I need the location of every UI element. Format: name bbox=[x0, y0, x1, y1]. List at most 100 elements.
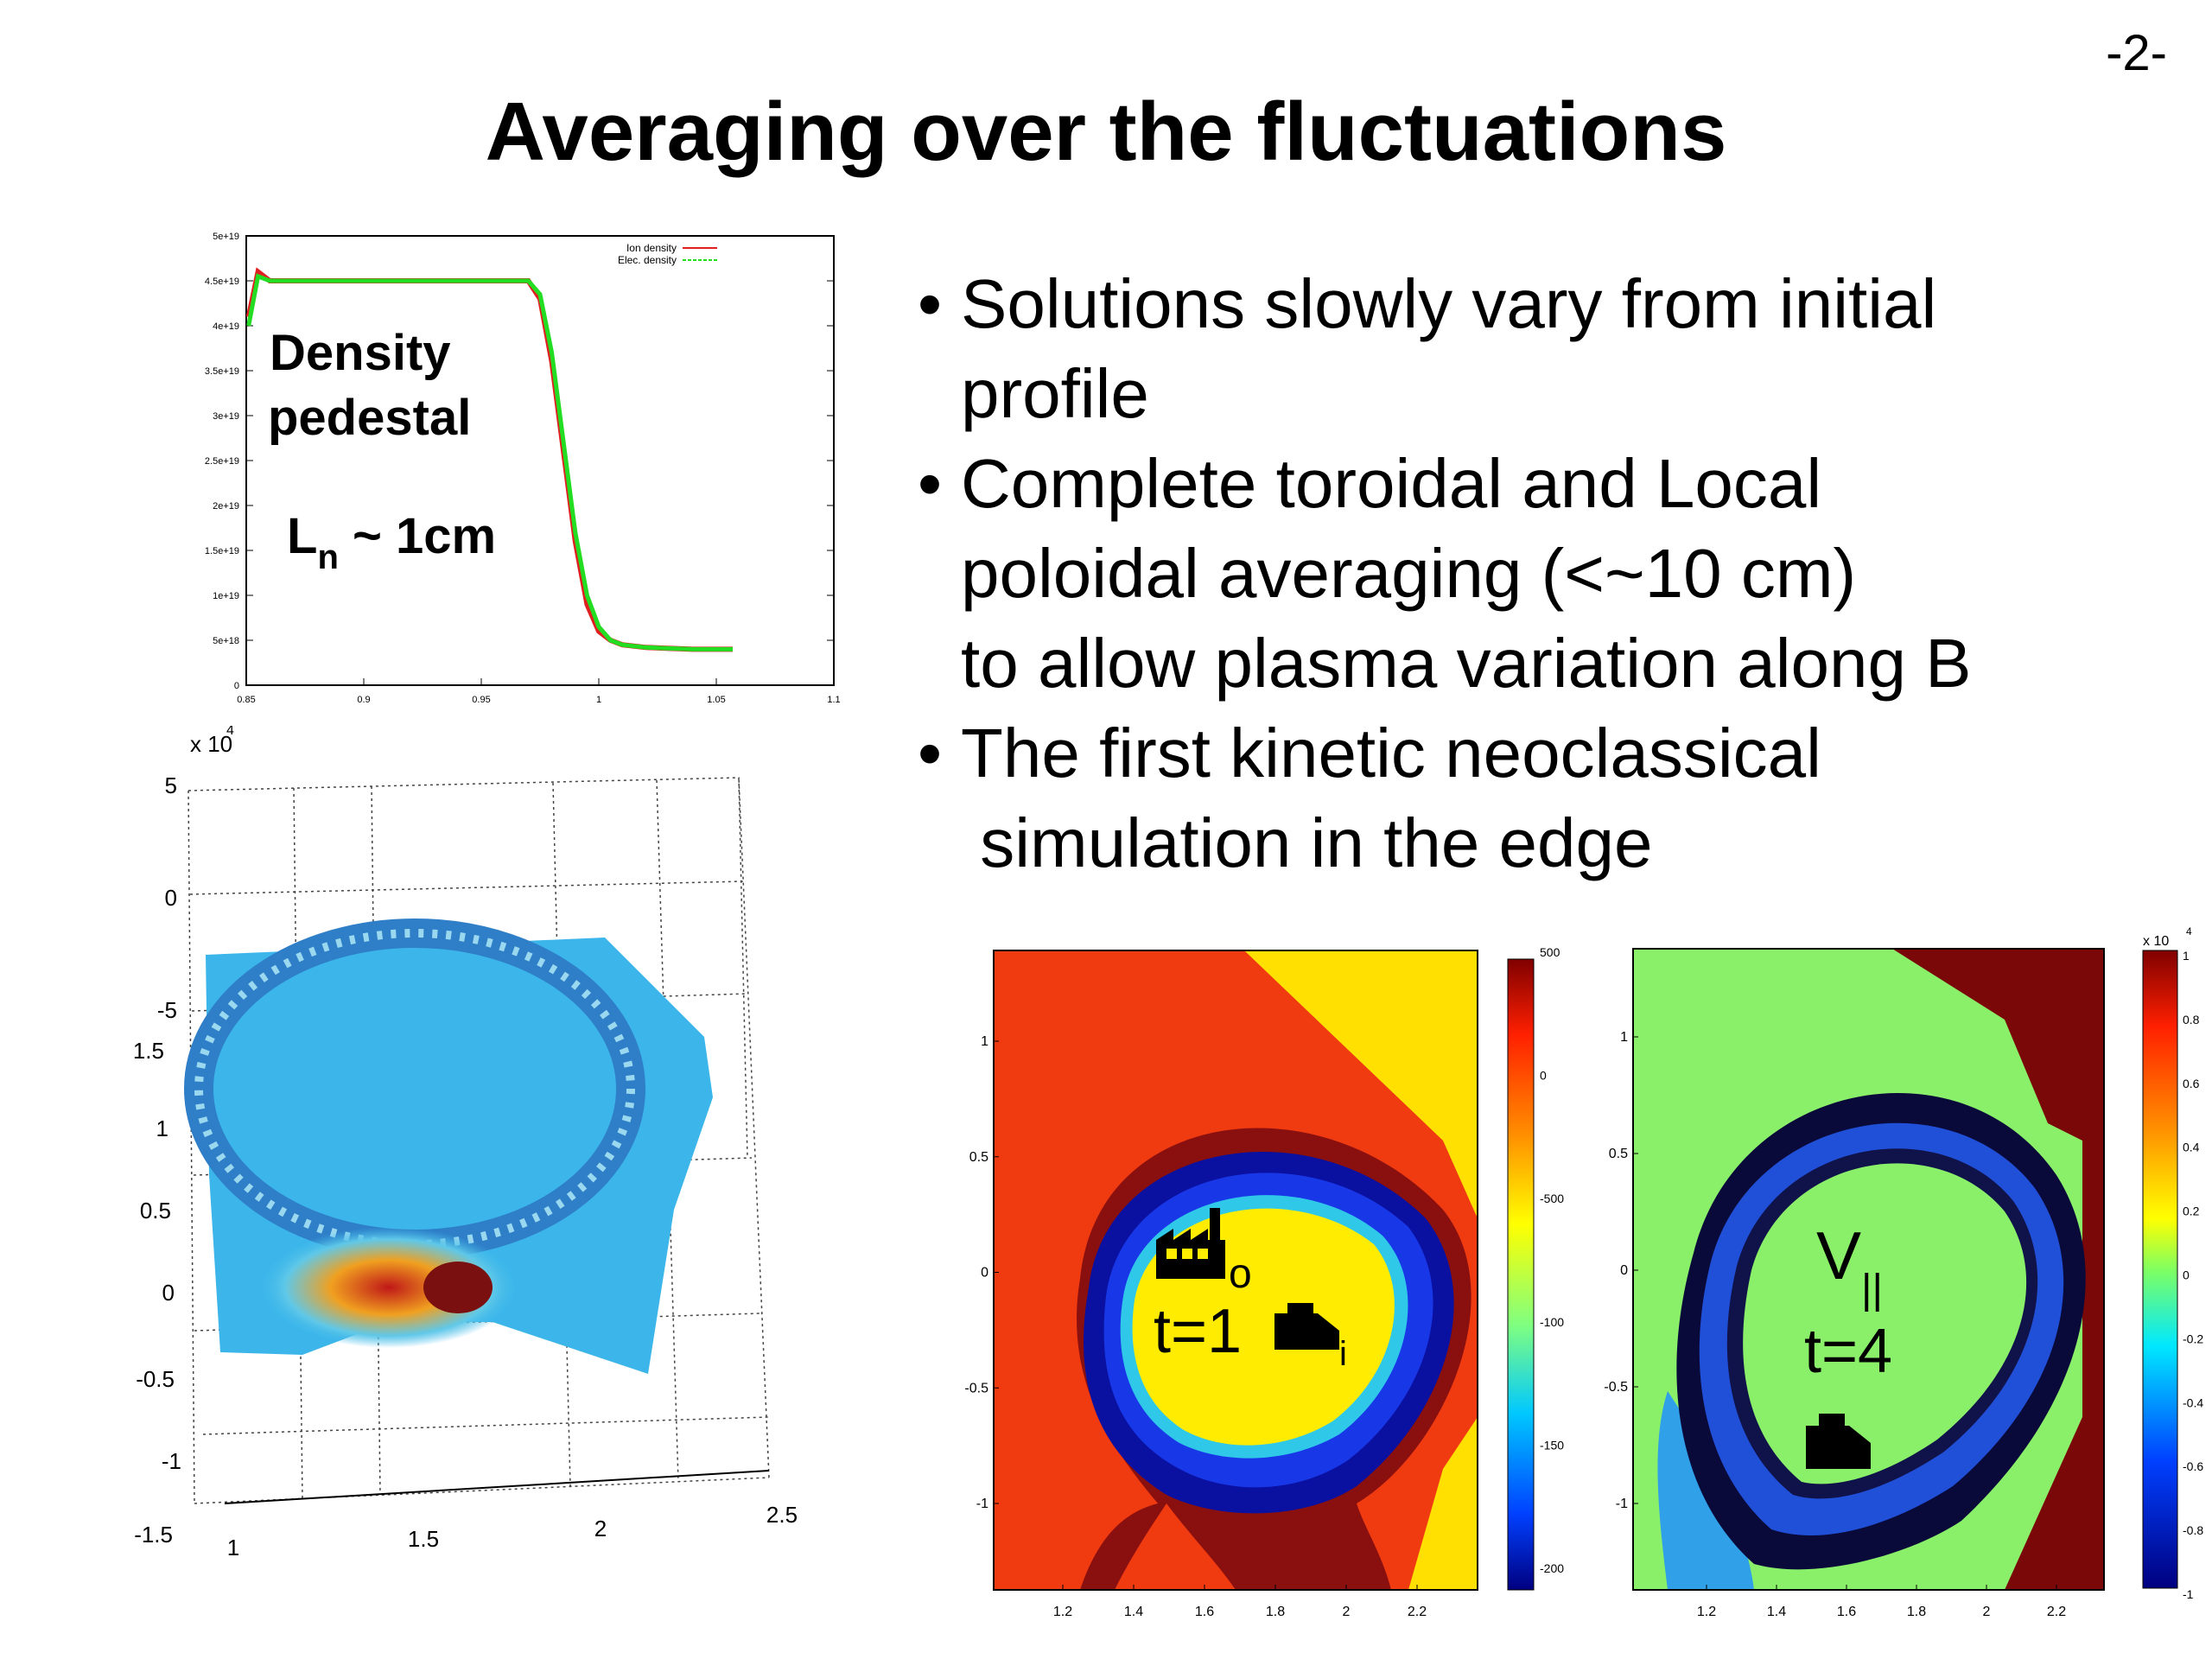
symbol-sub-i: i bbox=[1339, 1335, 1347, 1373]
page-number: -2- bbox=[2106, 25, 2167, 81]
contour_right-x-tick-label: 1.2 bbox=[1697, 1605, 1716, 1619]
contour_right-cbar-tick-label: 0.4 bbox=[2183, 1141, 2200, 1154]
contour_right-x-tick-label: 1.6 bbox=[1837, 1605, 1856, 1619]
contour-left-frame bbox=[993, 950, 1478, 1591]
surface-x-axis bbox=[224, 1470, 770, 1504]
density-y-tick-label: 1.5e+19 bbox=[205, 546, 239, 556]
contour_left-cbar-tick-label: 500 bbox=[1540, 945, 1560, 959]
bullet-dot: • bbox=[918, 445, 943, 522]
contour_left-x-tick-label: 1.4 bbox=[1124, 1605, 1143, 1619]
contour-left-cbar-ticks: 500 0 -500 -1000 -1500 -2000 bbox=[1540, 945, 1564, 1575]
contour_right-y-tick-label: 0.5 bbox=[1609, 1147, 1628, 1161]
bullet-1-line-1: Solutions slowly vary from initial bbox=[961, 265, 1937, 342]
bullet-dot: • bbox=[918, 715, 943, 791]
contour-right-x-ticks: 1.2 1.4 1.6 1.8 2 2.2 bbox=[1697, 1585, 2066, 1619]
ship-icon-left bbox=[1274, 1303, 1339, 1350]
bullet-list: • Solutions slowly vary from initial prof… bbox=[918, 259, 2179, 888]
contour_right-x-tick-label: 1.4 bbox=[1767, 1605, 1786, 1619]
contour_left-x-tick-label: 1.8 bbox=[1266, 1605, 1285, 1619]
surface-exponent-label: x 10 bbox=[190, 731, 232, 757]
bullet-2-line-1: Complete toroidal and Local bbox=[961, 445, 1822, 522]
cbar-exponent-label: x 10 bbox=[2143, 934, 2169, 949]
contour_right-x-tick-label: 2.2 bbox=[2047, 1605, 2066, 1619]
density-series-line bbox=[246, 273, 733, 652]
surface-z-ticks: 5 0 -5 bbox=[157, 772, 177, 1023]
density-x-tick-label: 1.05 bbox=[707, 695, 725, 705]
contour_right-cbar-tick-label: -0.2 bbox=[2183, 1332, 2203, 1345]
bullet-3-line-1: The first kinetic neoclassical bbox=[961, 715, 1821, 791]
density-x-tick-label: 0.9 bbox=[357, 695, 370, 705]
bullet-1-line-2: profile bbox=[961, 355, 1149, 432]
contour_left-cbar-tick-label: -2000 bbox=[1540, 1561, 1564, 1575]
time-label-left: t=1 bbox=[1154, 1297, 1242, 1366]
legend-ion-label: Ion density bbox=[626, 242, 677, 254]
contour_left-x-tick-label: 1.2 bbox=[1053, 1605, 1072, 1619]
bullet-2: • Complete toroidal and Local poloidal av… bbox=[918, 439, 2179, 709]
contour_left-x-tick-label: 2.2 bbox=[1408, 1605, 1427, 1619]
density-x-tick-label: 1 bbox=[596, 695, 601, 705]
contour_right-cbar-tick-label: 0 bbox=[2183, 1268, 2190, 1282]
bullet-dot: • bbox=[918, 265, 943, 342]
legend-elec-label: Elec. density bbox=[618, 254, 677, 266]
surface-plot: x 10 4 5 0 -5 1.5 1 0.5 0 -0.5 -1 -1.5 1 1.5 2 2.5 bbox=[133, 726, 798, 1560]
density-x-tick-label: 0.95 bbox=[472, 695, 490, 705]
bullet-2-line-2: poloidal averaging (<~10 cm) bbox=[961, 535, 1857, 612]
density-y-tick-label: 3e+19 bbox=[213, 411, 239, 422]
density-x-tick-label: 0.85 bbox=[237, 695, 255, 705]
contour-right-cbar-ticks: 1 0.8 0.6 0.4 0.2 0 -0.2 -0.4 -0.6 -0.8 -1 bbox=[2183, 949, 2203, 1601]
density-x-ticks: 0.85 0.9 0.95 1 1.05 1.1 bbox=[237, 678, 841, 705]
contour_right-x-tick-label: 1.8 bbox=[1907, 1605, 1926, 1619]
density-x-tick-label: 1.1 bbox=[827, 695, 840, 705]
surface-z-tick-label: -5 bbox=[157, 997, 177, 1023]
bullet-1: • Solutions slowly vary from initial prof… bbox=[918, 259, 2179, 439]
density-y-tick-label: 5e+18 bbox=[213, 636, 239, 646]
density-y-ticks: 0 5e+18 1e+19 1.5e+19 2e+19 2.5e+19 3e+19 3.5e+… bbox=[205, 232, 834, 691]
density-y-tick-label: 4.5e+19 bbox=[205, 276, 239, 287]
contour_left-y-tick-label: -0.5 bbox=[964, 1381, 988, 1395]
bullet-2-line-3: to allow plasma variation along B bbox=[961, 625, 1972, 702]
density-plot: 0 5e+18 1e+19 1.5e+19 2e+19 2.5e+19 3e+19 3.5e+… bbox=[205, 232, 841, 705]
contour-left-x-ticks: 1.2 1.4 1.6 1.8 2 2.2 bbox=[1053, 1585, 1427, 1619]
contour_right-y-tick-label: 1 bbox=[1620, 1030, 1628, 1045]
contour_left-y-tick-label: 1 bbox=[981, 1034, 988, 1049]
surface-x-ticks: 1 1.5 2 2.5 bbox=[227, 1502, 798, 1560]
density-lines bbox=[245, 267, 733, 652]
surface-y-tick-label: 0 bbox=[162, 1280, 175, 1306]
surface-x-tick-label: 2.5 bbox=[766, 1502, 798, 1528]
contour_left-y-tick-label: 0 bbox=[981, 1266, 988, 1281]
density-y-tick-label: 2e+19 bbox=[213, 501, 239, 512]
surface-hotspot bbox=[259, 1227, 518, 1348]
contour-right-plot: x 10 4 10.80.60.40.20-0.2-0.4-0.6-0.8-1 … bbox=[1604, 925, 2203, 1619]
surface-x-tick-label: 1 bbox=[227, 1535, 239, 1560]
ship-icon-right bbox=[1806, 1414, 1871, 1469]
pedestal-label: pedestal bbox=[268, 390, 471, 446]
density-label: Density bbox=[270, 325, 451, 381]
contour_right-cbar-tick-label: 0.6 bbox=[2183, 1077, 2200, 1090]
contour-left-y-ticks: 1 0.5 0 -0.5 -1 bbox=[964, 1034, 999, 1511]
contour_left-y-tick-label: 0.5 bbox=[969, 1150, 988, 1165]
symbol-v-label: V|| bbox=[1816, 1217, 1883, 1313]
contour_right-cbar-tick-label: -1 bbox=[2183, 1587, 2194, 1601]
slide-title: Averaging over the fluctuations bbox=[485, 86, 1727, 178]
contour-right-field bbox=[1633, 949, 2104, 1590]
surface-z-tick-label: 0 bbox=[165, 885, 177, 911]
surface-y-tick-label: -0.5 bbox=[136, 1366, 175, 1392]
contour_right-x-tick-label: 2 bbox=[1983, 1605, 1991, 1619]
surface-y-tick-label: 0.5 bbox=[140, 1198, 171, 1224]
contour_right-y-tick-label: -0.5 bbox=[1604, 1380, 1628, 1395]
contour-left-colorbar bbox=[1507, 958, 1535, 1591]
contour_left-x-tick-label: 1.6 bbox=[1195, 1605, 1214, 1619]
contour_right-cbar-tick-label: 0.2 bbox=[2183, 1205, 2200, 1218]
surface-y-tick-label: 1 bbox=[156, 1116, 168, 1141]
density-y-tick-label: 2.5e+19 bbox=[205, 456, 239, 467]
contour_left-x-tick-label: 2 bbox=[1343, 1605, 1351, 1619]
density-y-tick-label: 1e+19 bbox=[213, 591, 239, 601]
contour_left-cbar-tick-label: -1500 bbox=[1540, 1438, 1564, 1452]
factory-icon bbox=[1156, 1208, 1225, 1279]
surface-y-tick-label: -1.5 bbox=[134, 1522, 173, 1548]
surface-y-ticks: 1.5 1 0.5 0 -0.5 -1 -1.5 bbox=[133, 1038, 181, 1548]
contour-right-frame bbox=[1632, 948, 2105, 1591]
surface-x-tick-label: 2 bbox=[594, 1516, 607, 1541]
contour-right-y-ticks: 1 0.5 0 -0.5 -1 bbox=[1604, 1030, 1638, 1511]
